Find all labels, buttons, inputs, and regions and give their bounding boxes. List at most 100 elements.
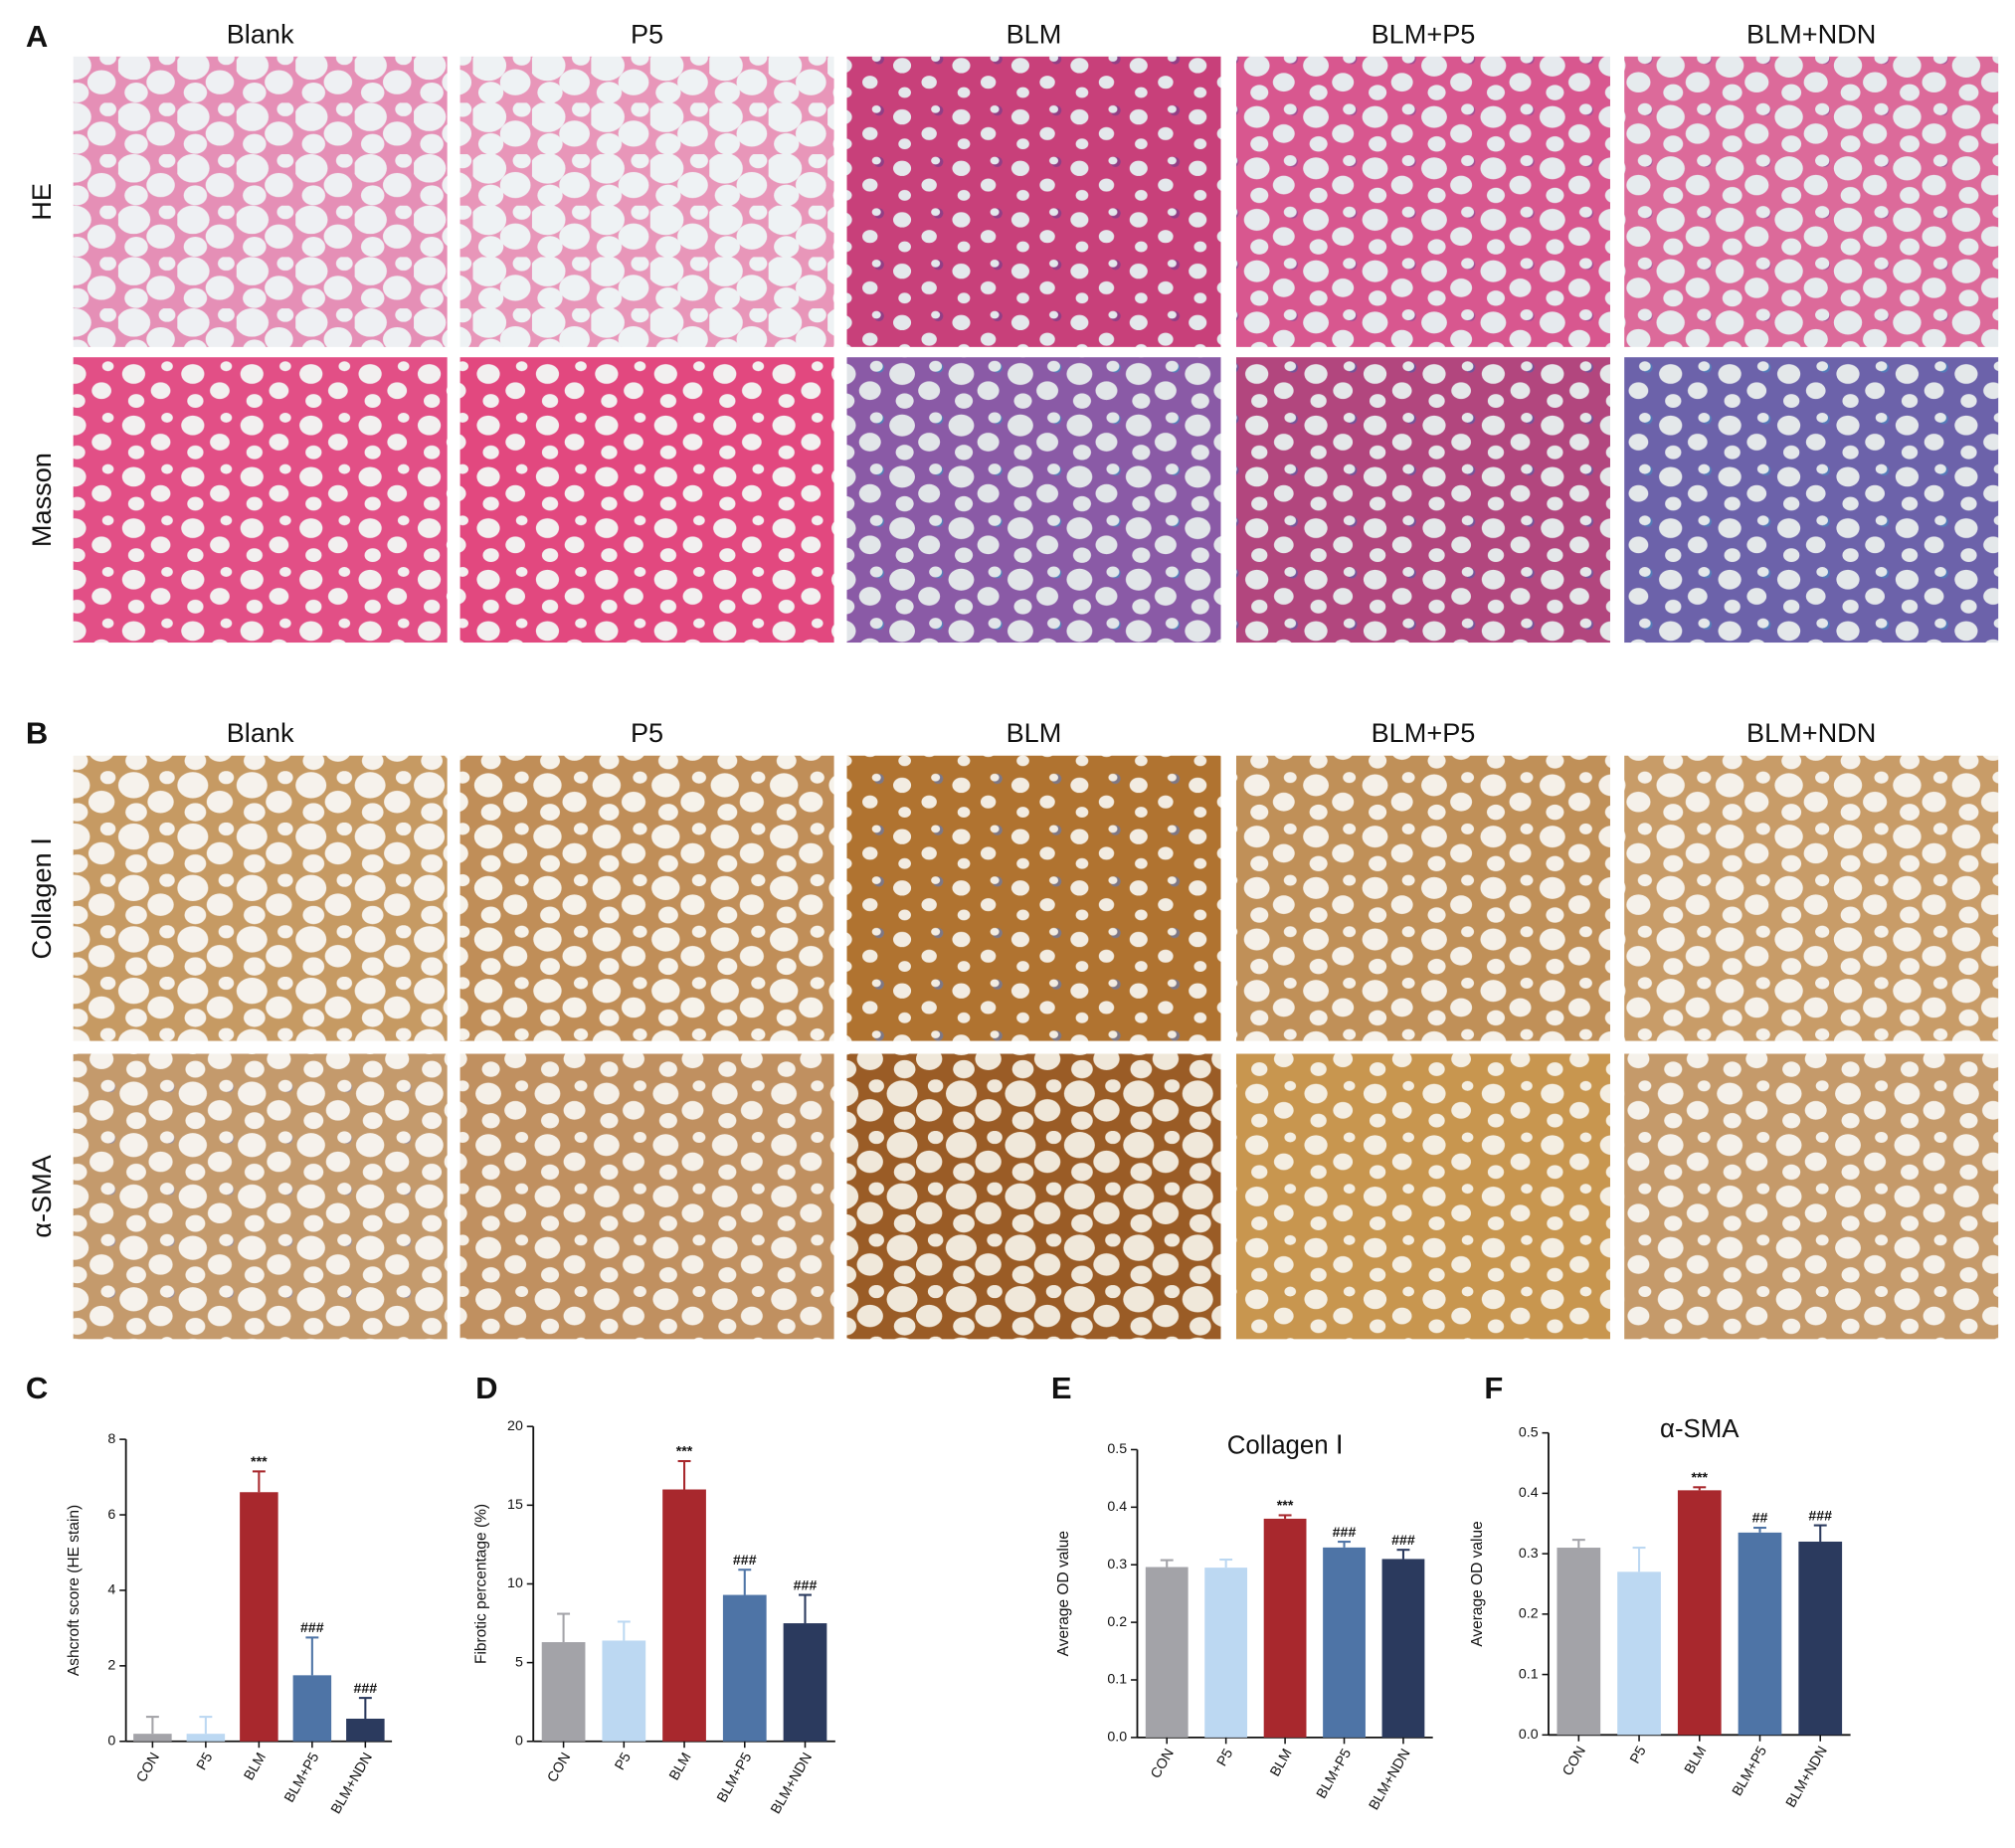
column-header: P5	[631, 717, 663, 748]
x-tick-label: CON	[1148, 1747, 1178, 1781]
micrograph	[1624, 56, 1999, 347]
micrograph	[459, 755, 834, 1041]
significance-label: ***	[1691, 1470, 1708, 1486]
row-label: α-SMA	[26, 1154, 57, 1237]
y-tick-label: 0.5	[1107, 1441, 1127, 1457]
panel-letter: F	[1484, 1371, 1503, 1405]
y-tick-label: 0.0	[1107, 1730, 1127, 1746]
x-tick-label: BLM	[1682, 1744, 1710, 1776]
significance-label: ###	[794, 1577, 818, 1593]
column-header: BLM	[1007, 18, 1062, 49]
significance-label: ###	[733, 1553, 757, 1569]
x-tick-label: BLM+NDN	[1367, 1747, 1414, 1813]
x-tick-label: P5	[1214, 1747, 1237, 1769]
chart-title: α-SMA	[1660, 1415, 1740, 1443]
micrograph	[1624, 357, 1999, 644]
y-tick-label: 0.4	[1107, 1499, 1127, 1515]
micrograph	[1235, 755, 1610, 1041]
panel-letter: C	[26, 1371, 48, 1405]
column-header: BLM+NDN	[1746, 717, 1876, 748]
bar	[1617, 1571, 1661, 1736]
y-tick-label: 8	[107, 1431, 115, 1447]
micrograph	[459, 357, 834, 644]
x-tick-label: BLM+NDN	[768, 1751, 816, 1817]
y-tick-label: 10	[507, 1575, 523, 1591]
panel-letter: A	[26, 19, 48, 54]
micrograph	[459, 56, 834, 347]
bar	[662, 1489, 706, 1742]
micrograph	[846, 357, 1221, 644]
x-tick-label: BLM	[1267, 1747, 1295, 1779]
bar	[722, 1594, 767, 1742]
y-tick-label: 0.5	[1519, 1424, 1539, 1440]
y-tick-label: 0.2	[1519, 1606, 1539, 1622]
column-header: Blank	[227, 717, 294, 748]
bar	[292, 1675, 332, 1742]
x-tick-label: BLM+P5	[1314, 1747, 1355, 1802]
bar	[1677, 1490, 1722, 1736]
x-tick-label: CON	[545, 1751, 575, 1785]
y-tick-label: 20	[507, 1418, 523, 1434]
x-tick-label: BLM+P5	[714, 1750, 755, 1805]
y-tick-label: 15	[507, 1497, 523, 1513]
panel-letter: D	[475, 1371, 497, 1405]
row-label: Masson	[26, 453, 57, 547]
significance-label: ##	[1752, 1511, 1768, 1527]
bar	[1204, 1568, 1248, 1738]
x-tick-label: P5	[194, 1750, 217, 1772]
column-header: BLM	[1007, 717, 1062, 748]
x-tick-label: BLM+P5	[1730, 1744, 1770, 1799]
micrograph	[73, 1053, 448, 1340]
micrograph	[459, 1053, 834, 1340]
panel-letter: B	[26, 715, 48, 750]
y-tick-label: 0	[107, 1734, 115, 1750]
micrograph	[846, 56, 1221, 347]
y-tick-label: 0	[515, 1734, 523, 1750]
y-axis-label: Average OD value	[1055, 1531, 1072, 1656]
micrograph	[73, 357, 448, 644]
significance-label: ###	[1808, 1508, 1832, 1524]
y-tick-label: 0.3	[1519, 1546, 1539, 1562]
y-tick-label: 0.3	[1107, 1557, 1127, 1572]
y-axis-label: Fibrotic percentage (%)	[473, 1504, 490, 1664]
y-axis-label: Average OD value	[1469, 1521, 1486, 1646]
x-tick-label: CON	[1559, 1744, 1589, 1778]
y-tick-label: 6	[107, 1507, 115, 1523]
micrograph	[1235, 357, 1610, 644]
x-tick-label: BLM+NDN	[1783, 1744, 1831, 1810]
y-axis-label: Ashcroft score (HE stain)	[66, 1505, 83, 1676]
micrograph	[1235, 56, 1610, 347]
micrograph	[1235, 1053, 1610, 1340]
bar	[240, 1492, 278, 1742]
micrograph	[73, 755, 448, 1041]
column-header: BLM+P5	[1372, 717, 1476, 748]
column-header: BLM+NDN	[1746, 18, 1876, 49]
y-tick-label: 0.4	[1519, 1485, 1539, 1501]
x-tick-label: BLM	[666, 1751, 694, 1783]
micrograph	[846, 755, 1221, 1041]
bar	[783, 1623, 827, 1742]
significance-label: ***	[676, 1444, 693, 1460]
bar	[1798, 1541, 1843, 1736]
bar	[186, 1734, 226, 1742]
y-tick-label: 0.0	[1519, 1727, 1539, 1743]
bar	[1323, 1547, 1366, 1738]
row-label: HE	[26, 183, 57, 221]
x-tick-label: BLM+NDN	[328, 1751, 376, 1817]
significance-label: ###	[1333, 1525, 1357, 1541]
bar	[1145, 1567, 1189, 1738]
bar	[133, 1734, 172, 1742]
bar	[1557, 1548, 1601, 1736]
micrograph	[1624, 1053, 1999, 1340]
bar	[1738, 1532, 1782, 1736]
panel-letter: E	[1051, 1371, 1072, 1405]
significance-label: ###	[1391, 1533, 1415, 1549]
row-label: Collagen Ⅰ	[26, 837, 57, 960]
column-header: Blank	[227, 18, 294, 49]
x-tick-label: CON	[133, 1751, 163, 1785]
bar	[602, 1640, 646, 1742]
micrograph	[73, 56, 448, 347]
chart-title: Collagen Ⅰ	[1227, 1432, 1344, 1460]
y-tick-label: 0.1	[1107, 1672, 1127, 1688]
